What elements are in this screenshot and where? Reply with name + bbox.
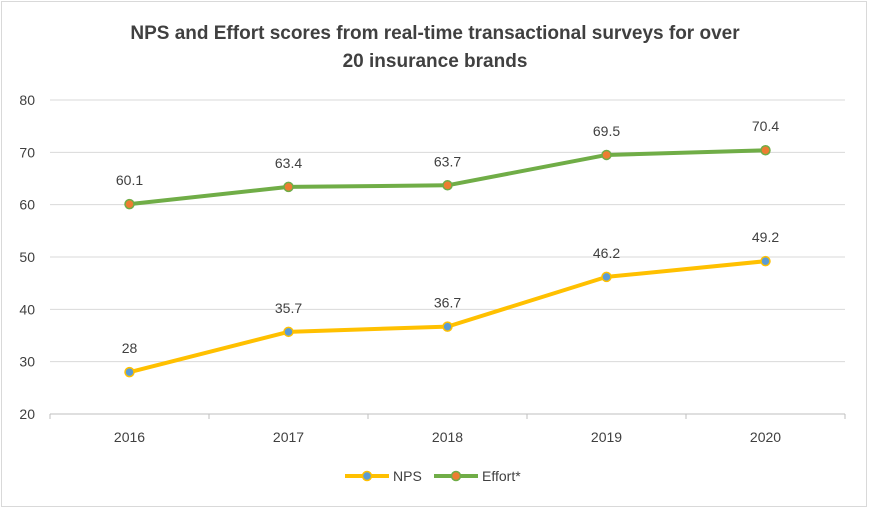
legend-label-nps: NPS — [393, 468, 422, 484]
y-tick-label-20: 20 — [19, 406, 35, 422]
x-tick-label-2017: 2017 — [273, 429, 304, 445]
data-point-effort-2017 — [283, 181, 294, 193]
data-point-nps-2018 — [442, 321, 453, 332]
data-label-effort-2016: 60.1 — [116, 172, 143, 188]
data-label-effort-2017: 63.4 — [275, 155, 302, 171]
data-point-nps-2016 — [124, 366, 135, 378]
data-point-nps-2019 — [601, 271, 612, 283]
series-line-nps — [127, 259, 768, 375]
y-tick-label-50: 50 — [19, 249, 35, 265]
y-tick-label-30: 30 — [19, 354, 35, 370]
y-tick-label-70: 70 — [19, 144, 35, 160]
data-point-effort-2016 — [124, 198, 135, 210]
data-label-effort-2018: 63.7 — [434, 153, 461, 169]
data-point-effort-2018 — [442, 180, 453, 191]
chart-title-line-2: 20 insurance brands — [342, 51, 528, 72]
legend-marker-effort — [450, 470, 462, 482]
data-label-nps-2017: 35.7 — [275, 300, 302, 316]
x-tick-label-2018: 2018 — [432, 429, 463, 445]
legend-marker-nps — [361, 470, 373, 482]
y-tick-label-60: 60 — [19, 197, 35, 213]
data-label-nps-2019: 46.2 — [593, 245, 620, 261]
chart-title-line-1: NPS and Effort scores from real-time tra… — [130, 23, 740, 44]
x-tick-label-2016: 2016 — [114, 429, 145, 445]
data-label-effort-2020: 70.4 — [752, 118, 779, 134]
data-label-effort-2019: 69.5 — [593, 123, 620, 139]
data-label-nps-2018: 36.7 — [434, 295, 461, 311]
data-label-nps-2016: 28 — [122, 340, 138, 356]
legend-label-effort: Effort* — [482, 468, 521, 484]
chart-title: NPS and Effort scores from real-time tra… — [0, 20, 870, 76]
x-tick-label-2019: 2019 — [591, 429, 622, 445]
data-label-nps-2020: 49.2 — [752, 229, 779, 245]
y-tick-label-80: 80 — [19, 92, 35, 108]
y-tick-label-40: 40 — [19, 301, 35, 317]
x-tick-label-2020: 2020 — [750, 429, 781, 445]
data-point-nps-2020 — [760, 255, 771, 267]
data-point-effort-2020 — [760, 144, 771, 156]
data-point-effort-2019 — [601, 149, 612, 161]
data-point-nps-2017 — [283, 326, 294, 338]
